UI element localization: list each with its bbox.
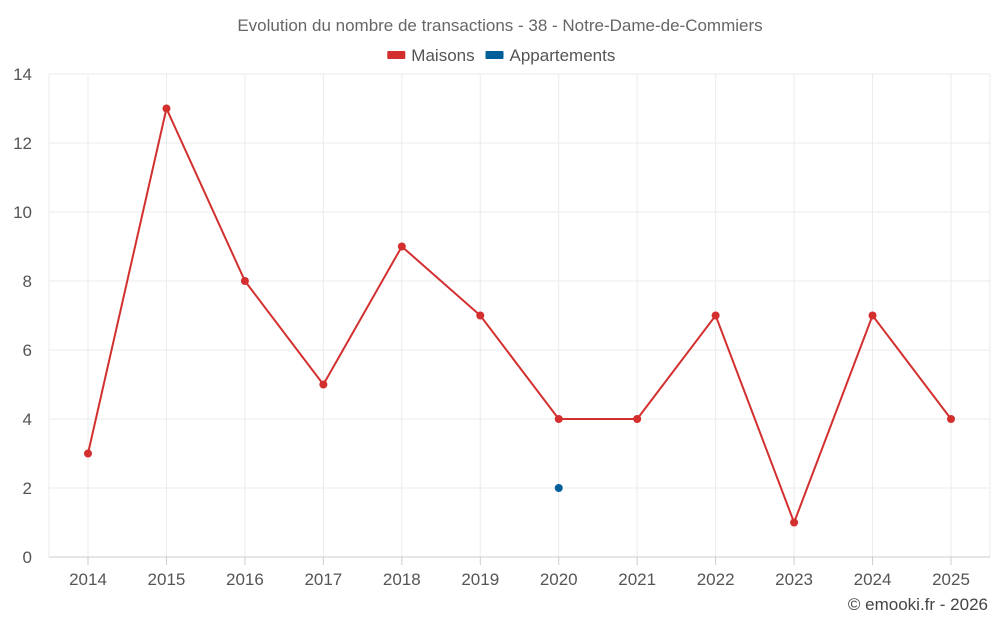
x-tick-label: 2024: [854, 570, 892, 589]
data-point[interactable]: [476, 311, 485, 320]
legend-item-appartements[interactable]: Appartements: [485, 46, 616, 65]
x-tick-label: 2016: [226, 570, 264, 589]
data-point[interactable]: [162, 104, 171, 113]
x-tick-label: 2025: [932, 570, 970, 589]
data-point[interactable]: [633, 415, 642, 423]
x-tick-label: 2023: [775, 570, 813, 589]
data-point[interactable]: [397, 242, 406, 251]
data-point[interactable]: [84, 449, 92, 458]
y-tick-label: 0: [23, 548, 32, 567]
series-group: [84, 104, 955, 527]
grid: [48, 73, 991, 557]
legend-swatch: [485, 51, 504, 59]
data-point[interactable]: [711, 311, 720, 320]
x-tick-label: 2017: [304, 570, 342, 589]
x-tick-label: 2022: [697, 570, 735, 589]
y-tick-label: 12: [13, 134, 32, 153]
credit-text: © emooki.fr - 2026: [848, 595, 988, 614]
y-tick-label: 10: [13, 203, 32, 222]
series-appartements: [554, 484, 563, 492]
legend-label: Appartements: [510, 46, 616, 65]
data-point[interactable]: [554, 484, 563, 492]
y-tick-label: 4: [23, 410, 32, 429]
x-tick-label: 2014: [69, 570, 107, 589]
x-axis: 2014 2015 2016 2017 2018 2019 2020 2021 2022 2023…: [49, 556, 990, 589]
legend: Maisons Appartements: [387, 46, 615, 65]
y-axis: 0 2 4 6 8 10 12 14: [13, 65, 32, 567]
series-line: [87, 105, 952, 526]
data-point[interactable]: [868, 311, 877, 320]
chart-title: Evolution du nombre de transactions - 38…: [237, 16, 762, 35]
legend-swatch: [387, 51, 406, 59]
data-point[interactable]: [947, 415, 955, 423]
y-tick-label: 2: [23, 479, 32, 498]
series-maisons: [84, 104, 955, 527]
y-tick-label: 8: [23, 272, 32, 291]
x-tick-label: 2020: [540, 570, 578, 589]
x-tick-label: 2019: [461, 570, 499, 589]
y-tick-label: 6: [23, 341, 32, 360]
legend-label: Maisons: [411, 46, 474, 65]
data-point[interactable]: [240, 277, 249, 285]
data-point[interactable]: [790, 518, 799, 527]
x-tick-label: 2018: [383, 570, 421, 589]
x-tick-label: 2015: [148, 570, 186, 589]
data-point[interactable]: [319, 380, 328, 389]
data-point[interactable]: [554, 415, 563, 423]
legend-item-maisons[interactable]: Maisons: [387, 46, 475, 65]
x-tick-label: 2021: [618, 570, 656, 589]
y-tick-label: 14: [13, 65, 32, 84]
